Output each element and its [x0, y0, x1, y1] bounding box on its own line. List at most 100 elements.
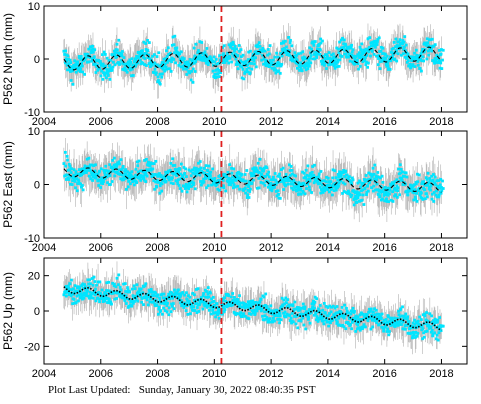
data-point [380, 325, 384, 329]
data-point [267, 170, 271, 174]
data-point [196, 168, 200, 172]
data-point [400, 53, 403, 57]
data-point [326, 188, 329, 192]
data-point [169, 69, 173, 73]
data-point [408, 62, 412, 66]
data-point [345, 46, 349, 50]
data-point [90, 171, 93, 175]
x-tick-label: 2012 [259, 242, 283, 254]
data-point [301, 190, 305, 194]
data-point [98, 280, 102, 284]
data-point [382, 327, 386, 330]
data-point [364, 325, 367, 329]
data-point [349, 312, 353, 316]
data-point [303, 305, 307, 309]
data-point [350, 50, 354, 54]
data-point [425, 195, 429, 199]
data-point [224, 299, 228, 303]
data-point [202, 52, 206, 56]
data-point [435, 179, 439, 183]
data-point [199, 58, 203, 62]
data-point [409, 186, 413, 190]
data-point [282, 47, 286, 51]
data-point [279, 168, 283, 172]
data-point [149, 60, 153, 64]
data-point [250, 309, 254, 313]
data-point [111, 65, 115, 69]
data-point [205, 56, 209, 60]
data-point [106, 181, 109, 185]
data-point [392, 47, 395, 50]
data-point [121, 50, 124, 53]
data-point [365, 48, 369, 52]
data-point [349, 180, 353, 184]
data-point [425, 322, 429, 325]
data-point [125, 290, 129, 294]
data-point [95, 59, 99, 63]
data-point [131, 74, 135, 77]
data-point [426, 323, 430, 327]
data-point [142, 40, 146, 44]
data-point [245, 304, 248, 308]
data-point [412, 333, 416, 337]
data-point [412, 58, 416, 62]
data-point [352, 316, 355, 320]
data-point [430, 37, 434, 41]
data-point [136, 299, 140, 303]
data-point [275, 51, 279, 55]
data-point [86, 53, 90, 57]
data-point [370, 49, 374, 53]
data-point [377, 36, 381, 40]
data-point [322, 63, 326, 67]
data-point [64, 178, 68, 181]
data-point [313, 57, 317, 61]
data-point [165, 304, 169, 307]
data-point [234, 63, 238, 66]
data-point [207, 57, 211, 61]
data-point [381, 52, 384, 55]
data-point [423, 188, 427, 192]
data-point [345, 173, 349, 177]
data-point [183, 61, 187, 65]
data-point [93, 280, 97, 283]
data-point [332, 182, 336, 186]
data-point [343, 175, 347, 178]
data-point [216, 187, 220, 191]
data-point [264, 64, 268, 68]
data-point [306, 182, 309, 186]
data-point [120, 173, 124, 177]
data-point [383, 56, 387, 60]
data-point [364, 174, 368, 177]
data-point [316, 317, 320, 321]
data-point [341, 181, 345, 185]
data-point [153, 187, 157, 191]
data-point [398, 44, 401, 48]
data-point [158, 172, 161, 175]
data-point [204, 177, 208, 180]
data-point [402, 174, 406, 178]
data-point [335, 322, 339, 325]
data-point [285, 177, 289, 181]
data-point [296, 185, 299, 189]
data-point [185, 190, 189, 194]
data-point [304, 168, 308, 172]
data-point [343, 49, 347, 52]
data-point [342, 169, 345, 172]
data-point [226, 56, 230, 59]
data-point [275, 194, 279, 198]
data-point [267, 175, 271, 179]
data-point [312, 181, 316, 185]
data-point [157, 174, 161, 178]
data-point [343, 182, 347, 186]
data-point [152, 162, 156, 166]
data-point [124, 294, 128, 298]
data-point [366, 178, 370, 182]
data-point [203, 59, 207, 63]
data-point [68, 58, 72, 62]
data-point [340, 55, 344, 58]
data-point [437, 49, 441, 52]
data-point [127, 173, 131, 177]
data-point [266, 180, 270, 184]
data-point [336, 172, 340, 176]
data-point [115, 170, 119, 174]
